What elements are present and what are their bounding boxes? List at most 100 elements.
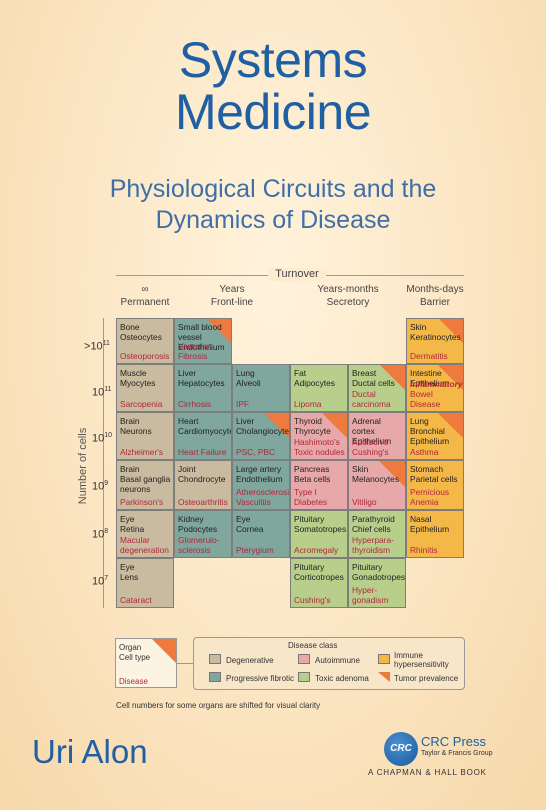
title-line-2: Medicine (174, 84, 372, 140)
row-label-5: 108 (92, 528, 109, 541)
organ-cell: Eye Lens Cataract (116, 558, 174, 608)
disease-label: Alzheimer's (120, 447, 164, 457)
cell-type-label: Fat Adipocytes (294, 368, 335, 388)
disease-label: Macular degeneration (120, 535, 169, 555)
organ-cell: Pancreas Beta cells Type I Diabetes (290, 460, 348, 510)
disease-label: PSC, PBC (236, 447, 276, 457)
organ-cell: Eye Retina Macular degeneration (116, 510, 174, 558)
cell-type-label: Skin Keratinocytes (410, 322, 461, 342)
cell-type-label: Bone Osteocytes (120, 322, 162, 342)
y-axis-line (103, 318, 104, 608)
publisher-name: CRC Press (421, 734, 487, 749)
disease-label: Atherosclerosis Vasculitis (236, 487, 290, 507)
tumor-prevalence-icon (380, 365, 405, 390)
turnover-label: Turnover (268, 268, 326, 281)
disease-label: Vascular Fibrosis (178, 341, 210, 361)
organ-cell: Eye Cornea Pterygium (232, 510, 290, 558)
subtitle-line-1: Physiological Circuits and the (109, 175, 437, 203)
cell-type-label: Nasal Epithelium (410, 514, 450, 534)
cell-type-label: Parathyroid Chief cells (352, 514, 395, 534)
organ-cell: Breast Ductal cells Ductal carcinoma (348, 364, 406, 412)
disease-label: Hashimoto's Toxic nodules (294, 437, 345, 457)
disease-label: Dermatitis (410, 351, 448, 361)
disease-label: Hyper- gonadism (352, 585, 389, 605)
organ-cell: Lung Bronchial Epithelium Asthma (406, 412, 464, 460)
organ-cell: Intestine Epithelium Inflammatory Bowel Di… (406, 364, 464, 412)
subtitle-line-2: Dynamics of Disease (155, 206, 391, 234)
tumor-prevalence-icon (207, 319, 231, 343)
cell-type-label: Pituitary Somatotropes (294, 514, 347, 534)
tumor-prevalence-icon (379, 461, 405, 487)
organ-cell: Large artery Endothelium Atherosclerosis … (232, 460, 290, 510)
disease-label: IPF (236, 399, 250, 409)
cell-key: Organ Cell type Disease (115, 638, 177, 688)
legend-swatch-tumor (378, 672, 390, 682)
cell-type-label: Joint Chondrocyte (178, 464, 226, 484)
row-label-3: 1010 (92, 432, 113, 445)
tumor-prevalence-icon (438, 365, 463, 390)
disease-label: Parkinson's (120, 497, 164, 507)
legend-swatch-toxic (298, 672, 310, 682)
disease-label: Hyperpara- thyroidism (352, 535, 394, 555)
organ-cell: Liver Hepatocytes Cirrhosis (174, 364, 232, 412)
disease-label: Glomerulo- sclerosis (178, 535, 220, 555)
organ-cell: Pituitary Somatotropes Acromegaly (290, 510, 348, 558)
disease-label: Osteoporosis (120, 351, 170, 361)
organ-cell: Pituitary Gonadotropes Hyper- gonadism (348, 558, 406, 608)
book-title: Systems Medicine (0, 34, 546, 138)
title-line-1: Systems (178, 32, 368, 88)
footnote: Cell numbers for some organs are shifted… (116, 701, 321, 710)
organ-cell: Pituitary Corticotropes Cushing's (290, 558, 348, 608)
tumor-prevalence-icon (439, 319, 463, 343)
cell-type-label: Kidney Podocytes (178, 514, 218, 534)
cell-type-label: Pituitary Gonadotropes (352, 562, 406, 582)
cell-type-label: Brain Basal ganglia neurons (120, 464, 171, 494)
disease-label: Vitiligo (352, 497, 377, 507)
disease-label: Addison's Cushing's (352, 437, 389, 457)
organ-cell: Joint Chondrocyte Osteoarthritis (174, 460, 232, 510)
column-header-front-line: Years Front-line (210, 284, 254, 308)
cell-type-label: Brain Neurons (120, 416, 152, 436)
organ-cell: Thyroid Thyrocyte Hashimoto's Toxic nodul… (290, 412, 348, 460)
publisher-imprint: A CHAPMAN & HALL BOOK (368, 768, 487, 777)
organ-cell: Small blood vessel Endothelium Vascular F… (174, 318, 232, 364)
disease-label: Ductal carcinoma (352, 389, 391, 409)
disease-label-line: Bowel Disease (410, 389, 441, 409)
organ-cell: Bone Osteocytes Osteoporosis (116, 318, 174, 364)
disease-class-legend: Disease class Degenerative Autoimmune Im… (193, 637, 465, 690)
cell-type-label: Eye Cornea (236, 514, 264, 534)
cell-type-label: Adrenal cortex Epithelium (352, 416, 392, 446)
organ-cell: Lung Alveoli IPF (232, 364, 290, 412)
organ-cell: Heart Cardiomyocytes Heart Failure (174, 412, 232, 460)
cell-type-label: Thyroid Thyrocyte (294, 416, 331, 436)
disease-label: Osteoarthritis (178, 497, 228, 507)
tumor-prevalence-icon (264, 413, 289, 438)
organ-cell: Stomach Parietal cells Pernicious Anemia (406, 460, 464, 510)
organ-cell: Skin Melanocytes Vitiligo (348, 460, 406, 510)
cell-type-label: Liver Cholangiocyte (236, 416, 290, 436)
organ-cell: Liver Cholangiocyte PSC, PBC (232, 412, 290, 460)
cell-type-label: Small blood vessel Endothelium (178, 322, 225, 352)
organ-cell: Kidney Podocytes Glomerulo- sclerosis (174, 510, 232, 558)
disease-label: Inflammatory Bowel Disease (410, 379, 463, 409)
disease-label: Cushing's (294, 595, 331, 605)
cell-type-label: Lung Alveoli (236, 368, 261, 388)
tumor-prevalence-icon (438, 413, 463, 438)
disease-label: Cataract (120, 595, 152, 605)
disease-label-line: Inflammatory (410, 379, 463, 389)
column-header-barrier: Months-days Barrier (406, 284, 464, 308)
disease-label: Heart Failure (178, 447, 227, 457)
key-connector (177, 663, 193, 664)
organ-cell: Adrenal cortex Epithelium Addison's Cushi… (348, 412, 406, 460)
y-axis-label: Number of cells (77, 427, 89, 505)
organ-cell: Brain Basal ganglia neurons Parkinson's (116, 460, 174, 510)
book-subtitle: Physiological Circuits and the Dynamics … (0, 174, 546, 236)
row-label-4: 109 (92, 480, 109, 493)
organ-cell: Muscle Myocytes Sarcopenia (116, 364, 174, 412)
cell-type-label: Lung Bronchial Epithelium (410, 416, 450, 446)
disease-label: Lipoma (294, 399, 322, 409)
legend-swatch-autoimmune (298, 654, 310, 664)
publisher-group: Taylor & Francis Group (421, 750, 493, 757)
tumor-corner-icon (152, 639, 176, 663)
cell-type-label: Stomach Parietal cells (410, 464, 458, 484)
